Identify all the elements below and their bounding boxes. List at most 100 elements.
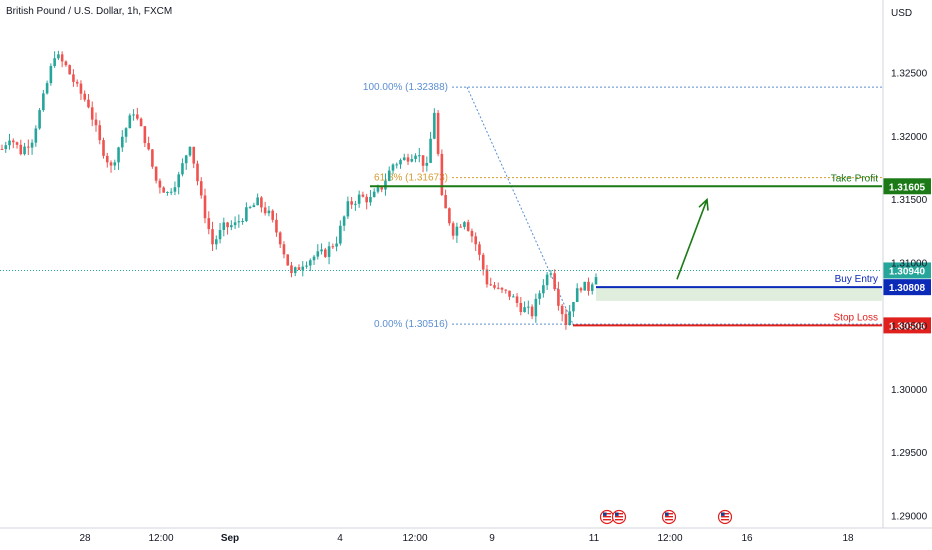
candle-body [199, 181, 203, 196]
candle-body [335, 243, 338, 247]
x-tick-label: 12:00 [148, 533, 173, 544]
candle-body [248, 207, 252, 209]
candle-body [376, 187, 380, 192]
calendar-icon[interactable] [717, 509, 733, 525]
calendar-icon[interactable] [599, 509, 615, 525]
candle-body [256, 197, 259, 206]
candle-body [365, 196, 368, 203]
candle-body [511, 296, 515, 298]
candle-body [53, 58, 56, 67]
y-tick-label: 1.32500 [891, 69, 928, 80]
y-tick-label: 1.32000 [891, 132, 928, 143]
candle-body [207, 218, 211, 230]
candles [0, 50, 598, 330]
price-tag-text: 1.30808 [889, 283, 926, 294]
candle-body [478, 244, 481, 255]
candle-body [154, 166, 158, 181]
candle-body [515, 296, 519, 303]
candle-body [308, 260, 312, 266]
candle-body [500, 287, 504, 290]
candle-body [534, 298, 538, 317]
candle-body [214, 239, 218, 245]
candle-body [369, 197, 372, 203]
candle-body [448, 208, 451, 224]
candle-body [275, 219, 278, 233]
y-tick-label: 1.30500 [891, 322, 928, 333]
candle-body [395, 164, 399, 166]
candle-body [75, 81, 79, 84]
candle-body [184, 155, 188, 164]
candle-body [218, 229, 222, 240]
candle-body [440, 153, 444, 196]
time-axis: 28 12:00 Sep 4 12:00 9 11 12:00 16 18 [79, 533, 854, 544]
candle-body [290, 265, 293, 274]
candle-body [282, 244, 286, 255]
entry-zone [596, 287, 882, 301]
candle-body [19, 144, 23, 155]
candle-body [38, 110, 41, 129]
candle-body [429, 138, 432, 163]
calendar-icon[interactable] [661, 509, 677, 525]
candle-body [549, 273, 553, 275]
candle-body [583, 281, 587, 291]
chart-title: British Pound / U.S. Dollar, 1h, FXCM [6, 6, 173, 17]
candle-body [444, 195, 447, 209]
candle-body [399, 160, 402, 165]
candle-body [372, 191, 376, 198]
x-tick-label: 11 [589, 533, 600, 544]
candle-body [436, 112, 440, 154]
arrow-shaft [676, 199, 708, 280]
candle-body [34, 128, 38, 143]
candle-body [590, 284, 594, 291]
candle-body [560, 305, 564, 315]
candle-body [557, 289, 560, 306]
candle-body [68, 65, 71, 75]
y-tick-label: 1.29500 [891, 448, 928, 459]
candle-body [553, 273, 556, 290]
price-axis: USD1.325001.320001.315001.310001.305001.… [0, 0, 932, 529]
y-tick-label: 1.30000 [891, 385, 928, 396]
candle-body [481, 254, 485, 270]
candle-body [143, 126, 147, 144]
candle-body [226, 222, 229, 228]
candle-body [324, 249, 327, 257]
candle-body [418, 155, 421, 157]
candle-body [278, 232, 282, 245]
candle-body [203, 195, 207, 219]
candle-body [271, 210, 274, 220]
candle-body [169, 191, 173, 193]
candle-body [391, 164, 395, 171]
candle-body [564, 314, 568, 325]
candle-body [572, 302, 575, 312]
candle-body [241, 220, 244, 222]
candle-body [181, 163, 184, 175]
candle-body [327, 246, 331, 257]
current-price-tag-text: 1.30940 [889, 266, 926, 277]
arrow-head [698, 197, 709, 211]
candle-body [594, 277, 598, 285]
candle-body [139, 118, 143, 127]
candle-body [293, 267, 297, 274]
candle-body [425, 162, 429, 166]
candle-body [8, 140, 11, 146]
candle-body [579, 288, 583, 291]
price-tag [883, 178, 931, 195]
candle-body [346, 201, 350, 217]
candle-body [177, 174, 180, 188]
candle-body [192, 146, 196, 164]
fib-trend-line [466, 86, 574, 325]
candle-body [188, 146, 192, 156]
candle-body [527, 306, 530, 308]
x-tick-label: 28 [79, 533, 91, 544]
candle-body [342, 216, 346, 226]
candle-body [136, 114, 139, 119]
x-tick-label: Sep [221, 533, 239, 544]
candle-body [466, 222, 470, 231]
candle-body [380, 187, 384, 190]
candle-body [173, 187, 177, 192]
candle-body [489, 284, 493, 286]
candle-body [575, 288, 579, 303]
candle-body [320, 249, 323, 252]
calendar-icon[interactable] [611, 509, 627, 525]
